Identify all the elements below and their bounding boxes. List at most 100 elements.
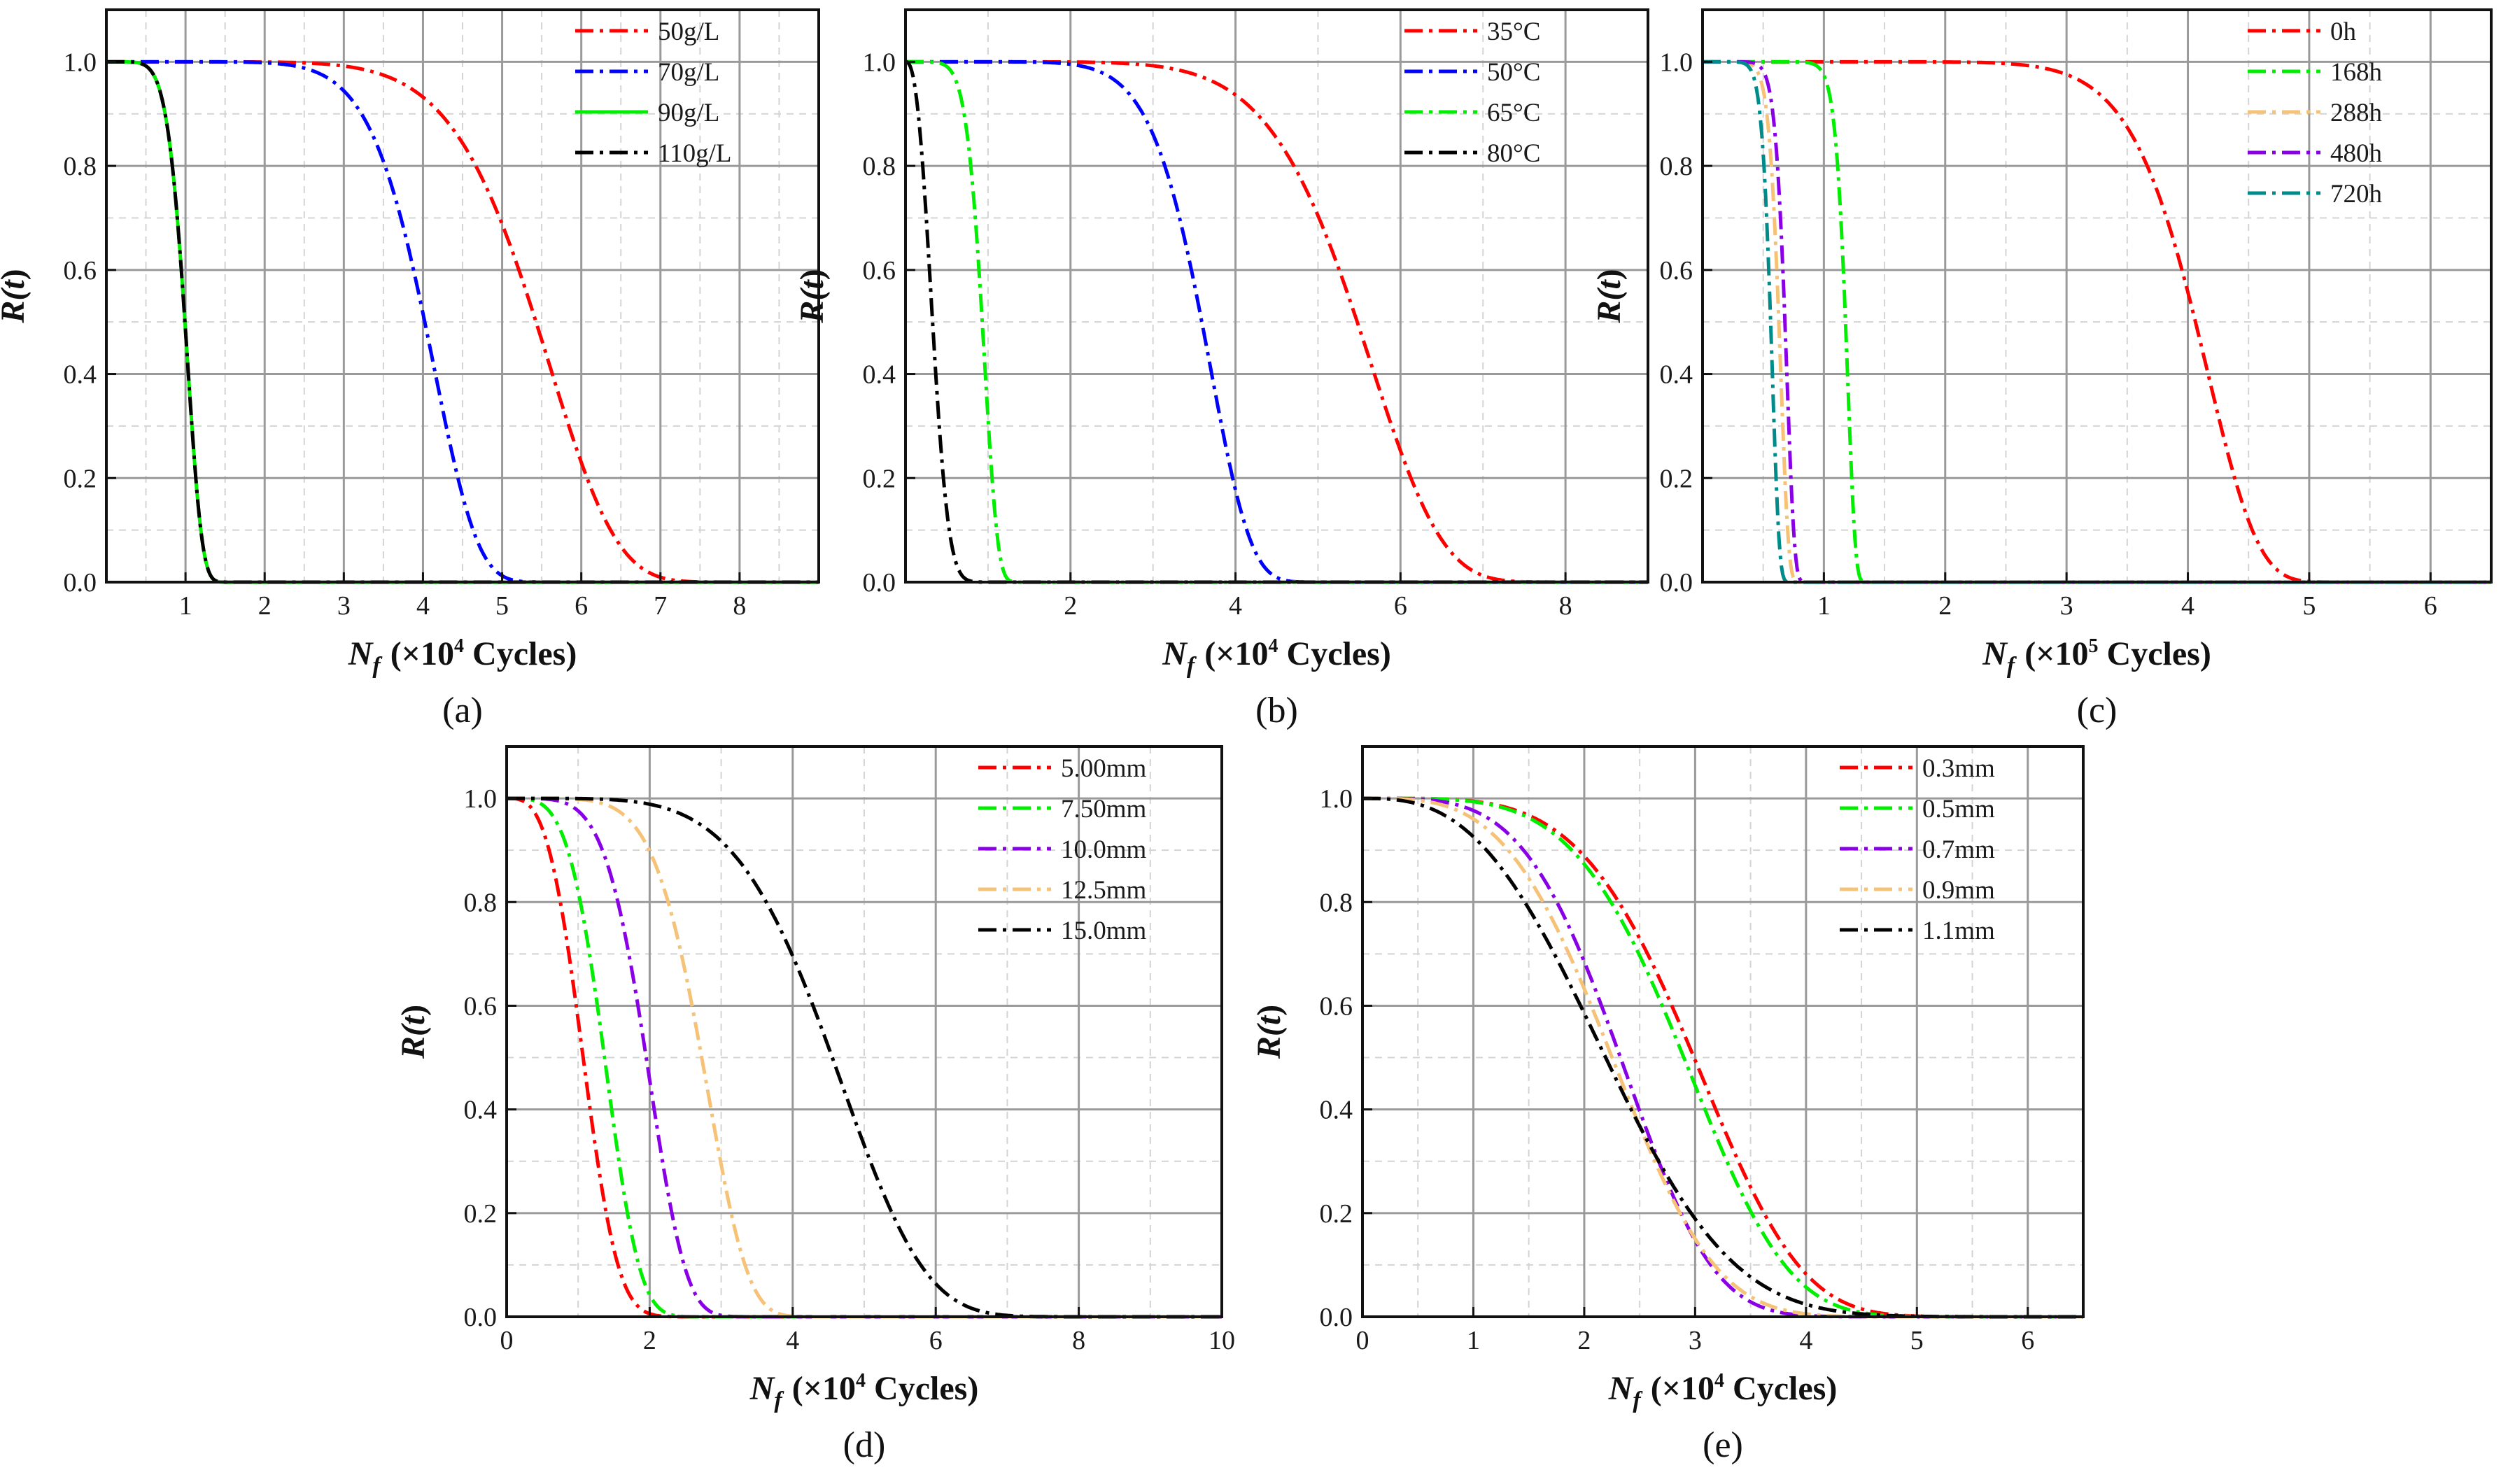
y-tick-label: 0.4 [863,360,896,390]
panel-caption: (a) [442,691,483,730]
x-tick-label: 3 [1689,1326,1702,1355]
y-tick-label: 0.4 [1320,1096,1353,1125]
y-tick-label: 0.6 [464,991,498,1021]
plot-frame [505,745,1223,1318]
x-tick-label: 8 [1072,1326,1085,1355]
y-axis-title: R(t) [1250,1005,1288,1059]
panel-caption: (b) [1255,691,1298,730]
panel-a: 1 2 3 4 5 6 7 8 0.0 0.2 0.4 0.6 0.8 1.0 R(t) Nf(×104 Cy… [0,8,820,730]
y-tick-label: 0.6 [64,256,97,285]
x-tick-label: 4 [1799,1326,1812,1355]
legend-label: 5.00mm [1061,754,1147,783]
legend-label: 0h [2330,17,2357,46]
legend-label: 110g/L [658,139,732,168]
panel-caption: (e) [1703,1425,1743,1465]
x-axis-title: Nf (×104 Cycles) [1162,635,1391,679]
x-tick-label: 5 [2302,591,2316,621]
legend-label: 720h [2330,180,2383,209]
y-tick-label: 0.0 [64,568,97,598]
plot-frame [1701,8,2493,584]
x-tick-label: 4 [786,1326,799,1355]
y-tick-label: 0.2 [863,464,896,493]
legend-label: 7.50mm [1061,795,1147,824]
y-tick-label: 0.2 [1320,1199,1353,1229]
legend-label: 50°C [1487,58,1540,87]
y-tick-label: 0.2 [1660,464,1693,493]
x-tick-label: 0 [500,1326,514,1355]
plot-frame [105,8,820,584]
y-tick-label: 1.0 [863,48,896,77]
y-axis-title: R(t) [0,269,31,323]
y-axis-title: R(t) [395,1005,432,1059]
y-tick-label: 0.8 [1660,152,1693,181]
x-tick-label: 2 [1577,1326,1591,1355]
legend-label: 65°C [1487,99,1540,127]
x-tick-label: 2 [258,591,272,621]
legend-label: 90g/L [658,99,719,127]
x-axis-title: Nf (×104 Cycles) [348,635,577,679]
y-tick-label: 0.8 [64,152,97,181]
x-axis-title: Nf (×105 Cycles) [1982,635,2211,679]
y-tick-label: 0.6 [1660,256,1693,285]
y-tick-label: 1.0 [1320,784,1353,814]
y-tick-label: 0.8 [464,888,498,917]
x-tick-label: 1 [179,591,192,621]
panel-e: 0 1 2 3 4 5 6 0.0 0.2 0.4 0.6 0.8 1.0 R(t) Nf (×104 Cyc… [1250,745,2085,1465]
y-tick-label: 0.2 [64,464,97,493]
y-tick-label: 0.4 [464,1096,498,1125]
legend-label: 0.7mm [1922,835,1995,864]
legend-label: 288h [2330,99,2383,127]
x-tick-label: 6 [2021,1326,2034,1355]
x-tick-label: 6 [2424,591,2437,621]
panel-caption: (c) [2077,691,2118,730]
y-tick-label: 0.0 [1660,568,1693,598]
x-tick-label: 1 [1467,1326,1480,1355]
x-tick-label: 4 [2181,591,2194,621]
y-tick-label: 0.0 [1320,1303,1353,1332]
x-tick-label: 6 [1394,591,1407,621]
y-tick-label: 0.0 [464,1303,498,1332]
y-axis-title: R(t) [1591,269,1628,323]
y-tick-label: 1.0 [64,48,97,77]
y-tick-label: 0.4 [1660,360,1693,390]
legend-label: 70g/L [658,58,719,87]
panel-caption: (d) [843,1425,886,1465]
x-tick-label: 6 [575,591,588,621]
plot-frame [904,8,1649,584]
x-tick-label: 0 [1356,1326,1369,1355]
y-tick-label: 1.0 [464,784,498,814]
legend-label: 0.5mm [1922,795,1995,824]
x-tick-label: 3 [337,591,351,621]
x-tick-label: 2 [643,1326,656,1355]
x-tick-label: 2 [1938,591,1952,621]
x-tick-label: 10 [1209,1326,1235,1355]
legend-label: 168h [2330,58,2383,87]
x-tick-label: 3 [2060,591,2073,621]
legend-label: 1.1mm [1922,917,1995,945]
series-line-d-2 [507,796,1222,1319]
legend-label: 480h [2330,139,2383,168]
legend-label: 10.0mm [1061,835,1147,864]
legend-label: 80°C [1487,139,1540,168]
y-tick-label: 0.0 [863,568,896,598]
x-tick-label: 7 [654,591,667,621]
x-tick-label: 4 [1229,591,1242,621]
legend-label: 0.3mm [1922,754,1995,783]
x-tick-label: 2 [1064,591,1077,621]
x-tick-label: 5 [495,591,509,621]
x-axis-title: Nf (×104 Cycles) [749,1370,979,1413]
series-line-e-1 [1362,796,2083,1319]
x-tick-label: 8 [1559,591,1572,621]
legend-label: 35°C [1487,17,1540,46]
x-tick-label: 6 [929,1326,943,1355]
y-axis-title: R(t) [794,269,831,323]
x-tick-label: 8 [733,591,746,621]
x-tick-label: 1 [1817,591,1831,621]
y-tick-label: 1.0 [1660,48,1693,77]
y-tick-label: 0.4 [64,360,97,390]
x-tick-label: 5 [1910,1326,1924,1355]
legend-label: 15.0mm [1061,917,1147,945]
plot-frame [1361,745,2085,1318]
panel-c: 1 2 3 4 5 6 0.0 0.2 0.4 0.6 0.8 1.0 R(t) Nf (×105 Cycl… [1591,8,2493,730]
